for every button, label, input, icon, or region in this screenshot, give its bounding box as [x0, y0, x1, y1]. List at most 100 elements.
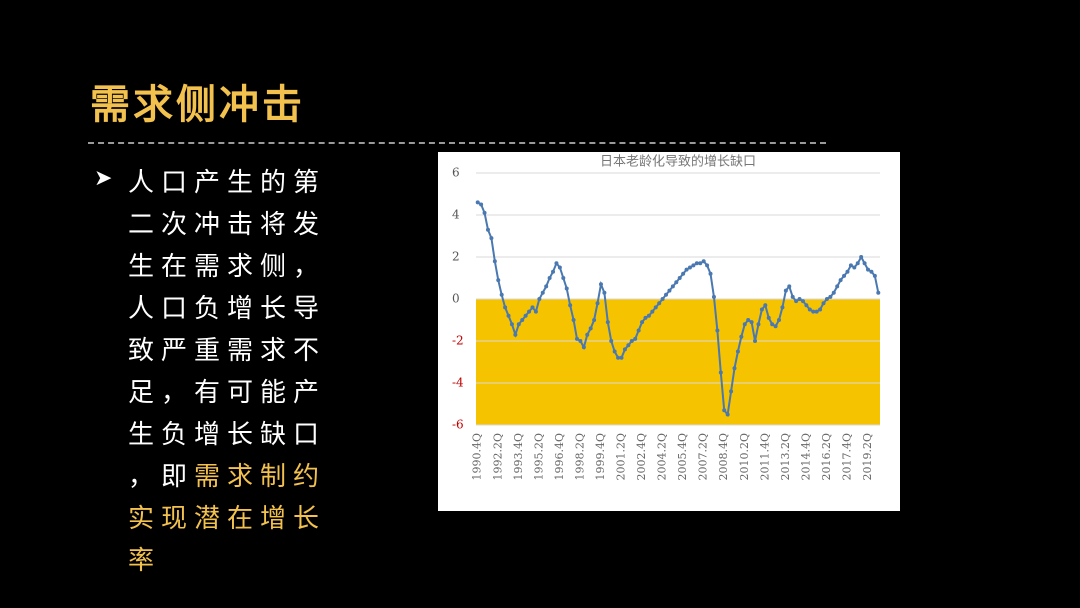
chart-title: 日本老龄化导致的增长缺口	[600, 154, 756, 170]
point	[742, 322, 747, 327]
point	[838, 278, 843, 283]
point	[578, 339, 583, 343]
point	[554, 261, 559, 266]
point	[824, 297, 829, 301]
x-tick-label: 1999.4Q	[594, 433, 607, 481]
point	[513, 332, 518, 337]
point	[694, 261, 699, 266]
point	[530, 305, 535, 310]
point	[643, 315, 648, 320]
point	[571, 318, 576, 322]
point	[605, 320, 610, 325]
point	[842, 273, 847, 278]
shaded-area	[476, 299, 880, 425]
point	[800, 299, 805, 304]
divider	[88, 142, 826, 144]
point	[588, 326, 593, 331]
point	[756, 322, 761, 327]
point	[729, 389, 734, 394]
point	[770, 322, 775, 327]
point	[568, 303, 573, 308]
point	[650, 309, 655, 314]
point	[667, 288, 672, 293]
point	[708, 271, 713, 276]
slide-title: 需求侧冲击	[90, 82, 305, 128]
point	[489, 236, 494, 241]
point	[790, 294, 795, 299]
point	[585, 332, 590, 337]
point	[866, 267, 871, 272]
y-tick-label: 4	[452, 208, 460, 222]
point	[636, 328, 641, 333]
y-tick-label: -4	[452, 376, 464, 390]
x-tick-label: 2005.4Q	[676, 433, 689, 481]
point	[653, 305, 658, 310]
point	[705, 263, 710, 268]
point	[869, 269, 874, 274]
point	[804, 303, 809, 308]
point	[876, 290, 881, 295]
point	[592, 318, 597, 322]
point	[537, 297, 542, 301]
point	[725, 412, 730, 417]
point	[646, 313, 651, 318]
point	[780, 305, 785, 310]
point	[575, 336, 579, 341]
point	[807, 307, 812, 312]
point	[814, 309, 819, 314]
point	[777, 318, 781, 322]
point	[660, 297, 665, 301]
point	[831, 290, 836, 295]
point	[711, 294, 716, 299]
point	[499, 292, 504, 297]
point	[835, 284, 840, 289]
y-tick-label: 2	[452, 250, 460, 264]
point	[746, 318, 751, 322]
point	[681, 271, 686, 276]
x-tick-label: 2007.2Q	[697, 433, 710, 481]
point	[482, 210, 487, 215]
point	[773, 324, 778, 329]
point	[753, 339, 758, 343]
y-tick-label: -6	[452, 418, 464, 432]
y-tick-label: -2	[452, 334, 464, 348]
y-tick-label: 0	[452, 292, 460, 306]
point	[622, 347, 627, 352]
point	[609, 339, 614, 343]
point	[629, 339, 634, 343]
point	[533, 309, 538, 314]
point	[612, 349, 617, 354]
point	[763, 303, 768, 308]
x-tick-label: 1995.2Q	[532, 433, 545, 481]
point	[749, 320, 754, 325]
point	[633, 336, 638, 341]
point	[735, 349, 740, 354]
x-tick-label: 2014.4Q	[799, 433, 812, 481]
point	[677, 276, 682, 280]
point	[759, 307, 764, 312]
point	[520, 318, 525, 322]
point	[523, 313, 528, 318]
point	[715, 328, 720, 333]
x-tick-label: 1998.2Q	[573, 433, 586, 481]
point	[626, 343, 631, 348]
text: 人口产生的第二次冲击将发生在需求侧，人口负增长导致严重需求不足，有可能产生负增长…	[128, 168, 327, 492]
x-tick-label: 2011.4Q	[758, 433, 771, 481]
point	[718, 370, 723, 375]
point	[506, 313, 511, 318]
point	[852, 265, 857, 270]
point	[479, 202, 484, 207]
point	[475, 200, 480, 205]
point	[557, 265, 562, 270]
point	[616, 355, 621, 360]
point	[722, 408, 727, 413]
point	[485, 227, 490, 232]
point	[862, 261, 867, 266]
point	[657, 301, 662, 306]
x-tick-label: 2001.2Q	[615, 433, 628, 481]
point	[701, 259, 706, 264]
chart: 日本老龄化导致的增长缺口 -6 -4 -2 0 2 4 6 1990.4Q 1992.2Q 199…	[438, 152, 900, 511]
x-tick-label: 1990.4Q	[471, 433, 484, 481]
point	[845, 269, 850, 274]
